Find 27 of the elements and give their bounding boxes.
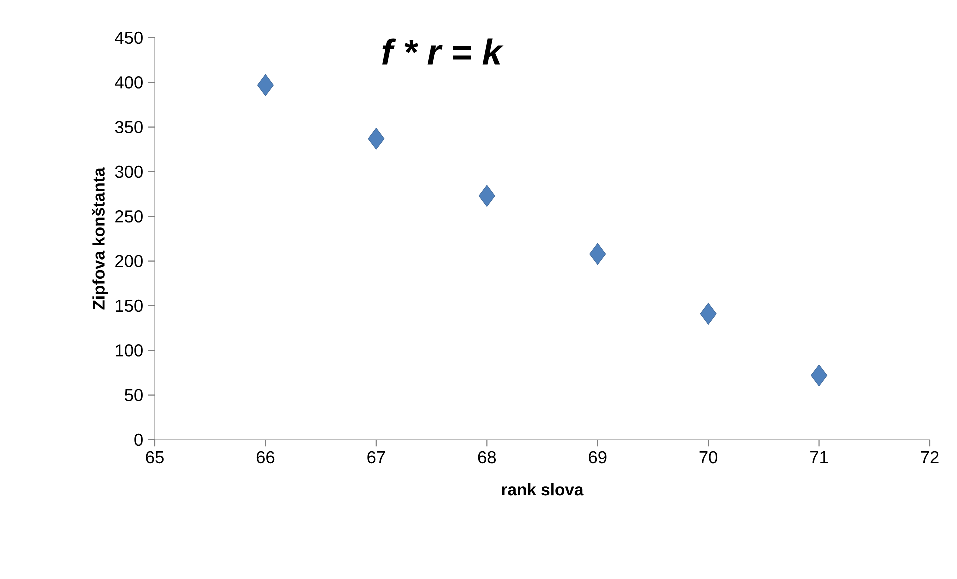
- y-axis-title: Zipfova konštanta: [92, 168, 108, 310]
- y-tick-label: 50: [125, 389, 143, 402]
- point: [700, 303, 717, 325]
- x-tick-label: 68: [478, 451, 496, 464]
- y-tick-label: 150: [116, 300, 143, 312]
- y-tick-label: 250: [116, 210, 143, 223]
- x-tick-label: 67: [368, 451, 386, 464]
- point: [478, 185, 496, 208]
- x-tick-label: 71: [810, 451, 828, 464]
- x-tick-label: 65: [146, 451, 164, 464]
- point: [811, 364, 828, 387]
- x-tick-label: 66: [256, 451, 275, 464]
- y-tick-label: 100: [116, 344, 143, 357]
- point: [368, 128, 385, 150]
- x-tick-label: 70: [700, 451, 718, 464]
- x-axis-title: rank slova: [502, 483, 584, 496]
- chart-title: f * r = k: [382, 38, 504, 65]
- y-tick-label: 400: [115, 76, 143, 89]
- x-tick-label: 72: [921, 451, 939, 464]
- y-tick-label: 300: [115, 166, 143, 178]
- y-tick-label: 450: [115, 32, 143, 44]
- y-tick-label: 0: [134, 434, 143, 446]
- y-tick-label: 200: [116, 255, 143, 268]
- y-tick-label: 350: [115, 121, 143, 134]
- x-tick-label: 69: [589, 451, 607, 464]
- point: [257, 74, 274, 96]
- point: [590, 243, 606, 266]
